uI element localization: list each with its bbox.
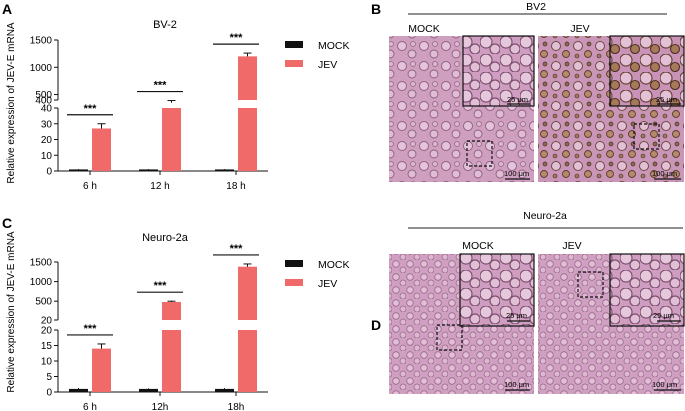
inset-zoom [459, 253, 535, 327]
legend-swatch-mock [285, 260, 303, 267]
panel-b: B BV2 MOCK 25 μm 100 μm JEV 25 μm 100 μm [371, 1, 685, 182]
panel-letter: B [371, 1, 381, 17]
significance-label: *** [154, 80, 168, 92]
bar-jev-lower [162, 108, 181, 171]
x-tick-label: 6 h [83, 181, 97, 192]
y-tick-label: 20 [41, 326, 53, 337]
bar-jev-lower [162, 330, 181, 392]
y-tick-label: 20 [41, 316, 53, 327]
x-tick-label: 18 h [226, 181, 245, 192]
roi-box [633, 123, 660, 150]
bar-mock [215, 169, 234, 171]
bar-mock [139, 388, 158, 392]
scale-label: 100 μm [504, 380, 529, 389]
inset-scale-label: 25 μm [506, 311, 527, 320]
bar-mock [69, 169, 88, 171]
bar-jev-lower [238, 108, 257, 171]
inset-zoom [462, 35, 535, 107]
significance-label: *** [84, 323, 98, 335]
legend: MOCK JEV [285, 40, 350, 71]
chart-title: BV-2 [153, 19, 177, 31]
roi-box [466, 140, 493, 167]
bar-jev-upper [238, 56, 257, 100]
y-tick-label: 1000 [30, 277, 53, 288]
y-tick-label: 500 [35, 297, 52, 308]
scale-label: 100 μm [652, 380, 677, 389]
panel-letter: A [2, 1, 12, 17]
roi-box [436, 324, 463, 351]
significance-label: *** [230, 32, 244, 44]
bar-jev [92, 348, 111, 392]
y-tick-label: 15 [41, 341, 53, 352]
inset-scale-label: 25 μm [507, 95, 528, 104]
inset-scale-label: 25 μm [653, 311, 674, 320]
bar-mock [69, 388, 88, 392]
scale-label: 100 μm [652, 169, 677, 178]
y-tick-label: 20 [41, 135, 53, 146]
panel-c: C Neuro-2a Relative expression of JEV-E … [2, 215, 350, 411]
y-tick-label: 0 [46, 167, 52, 178]
y-tick-label: 30 [41, 119, 53, 130]
legend-label-mock: MOCK [318, 259, 350, 271]
micrograph-label: JEV [570, 23, 589, 35]
x-tick-label: 18h [228, 402, 245, 411]
y-axis-label: Relative expression of JEV-E mRNA [6, 231, 17, 393]
inset-scale-label: 25 μm [656, 95, 677, 104]
y-axis-label: Relative expression of JEV-E mRNA [6, 22, 17, 184]
bar-jev-lower [238, 330, 257, 392]
y-tick-label: 1500 [30, 36, 53, 47]
micrograph-jev: JEV 25 μm 100 μm [538, 23, 685, 182]
bar-jev-upper [238, 266, 257, 320]
bar-jev-upper [162, 301, 181, 320]
inset-zoom [609, 253, 685, 327]
significance-label: *** [84, 103, 98, 115]
panel-letter: C [2, 215, 12, 231]
panel-letter: D [371, 317, 381, 333]
micrograph-group-title: Neuro-2a [523, 210, 567, 222]
significance-label: *** [230, 243, 244, 255]
y-tick-label: 40 [41, 104, 53, 115]
panel-a: A BV-2 Relative expression of JEV-E mRNA… [2, 1, 350, 192]
y-tick-label: 5 [46, 372, 52, 383]
x-tick-label: 12h [152, 402, 169, 411]
bar-mock [139, 169, 158, 171]
y-tick-label: 500 [35, 90, 52, 101]
legend-label-jev: JEV [318, 278, 337, 290]
micrograph-label: MOCK [408, 23, 440, 35]
legend-label-jev: JEV [318, 59, 337, 71]
micrograph-label: MOCK [462, 240, 494, 252]
micrograph-mock: MOCK 25 μm 100 μm [389, 23, 535, 182]
panel-d: D Neuro-2a MOCK 25 μm 100 μm JEV 25 μm 1… [371, 210, 685, 394]
y-tick-label: 10 [41, 357, 53, 368]
y-tick-label: 1000 [30, 63, 53, 74]
bar-mock [215, 388, 234, 392]
legend-swatch-jev [285, 60, 303, 67]
y-tick-label: 400 [35, 96, 52, 107]
x-tick-label: 12 h [150, 181, 169, 192]
legend: MOCK JEV [285, 259, 350, 290]
legend-swatch-jev [285, 279, 303, 286]
y-tick-label: 10 [41, 151, 53, 162]
micrograph-label: JEV [562, 240, 581, 252]
micrograph-group-title: BV2 [526, 1, 546, 13]
legend-swatch-mock [285, 41, 303, 48]
y-tick-label: 1500 [30, 258, 53, 269]
x-tick-label: 6 h [83, 402, 97, 411]
bar-jev [92, 128, 111, 171]
inset-zoom [609, 35, 685, 107]
chart-title: Neuro-2a [142, 232, 189, 244]
legend-label-mock: MOCK [318, 40, 350, 52]
micrograph-jev: JEV 25 μm 100 μm [538, 240, 685, 394]
roi-box [577, 271, 604, 298]
micrograph-mock: MOCK 25 μm 100 μm [389, 240, 535, 394]
scale-label: 100 μm [504, 169, 529, 178]
significance-label: *** [154, 280, 168, 292]
y-tick-label: 0 [46, 388, 52, 399]
